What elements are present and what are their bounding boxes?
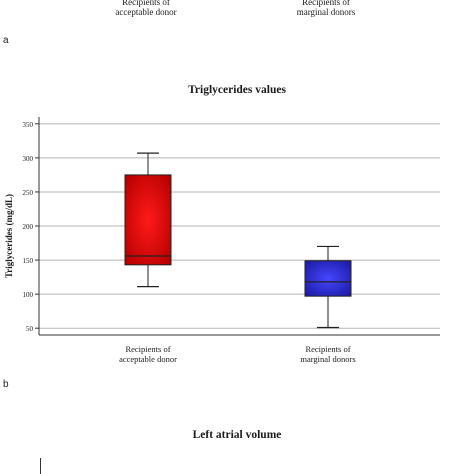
panel-label-b: b <box>3 379 9 390</box>
y-tick-label: 300 <box>23 155 34 163</box>
y-tick-label: 150 <box>23 257 34 265</box>
next-chart-y-axis <box>40 458 41 474</box>
y-tick-label: 50 <box>26 325 34 333</box>
box-acceptable <box>124 174 172 266</box>
prev-xlabel-marginal: Recipients of marginal donors <box>296 0 356 17</box>
x-category-label: Recipients of <box>305 344 350 354</box>
y-tick-label: 350 <box>23 121 34 129</box>
next-chart-title: Left atrial volume <box>192 429 282 441</box>
y-tick-label: 100 <box>23 291 34 299</box>
prev-xlabel-acceptable: Recipients of acceptable donor <box>115 0 177 17</box>
y-tick-label: 250 <box>23 189 34 197</box>
x-category-label: Recipients of <box>125 344 170 354</box>
panel-label-a: a <box>3 35 9 46</box>
x-category-label: marginal donors <box>300 354 355 364</box>
box-marginal <box>304 260 352 297</box>
x-category-label: acceptable donor <box>119 354 177 364</box>
y-tick-label: 200 <box>23 223 34 231</box>
y-axis-label: Triglycerides (mg/dL) <box>4 194 14 278</box>
chart-title: Triglycerides values <box>188 84 286 96</box>
